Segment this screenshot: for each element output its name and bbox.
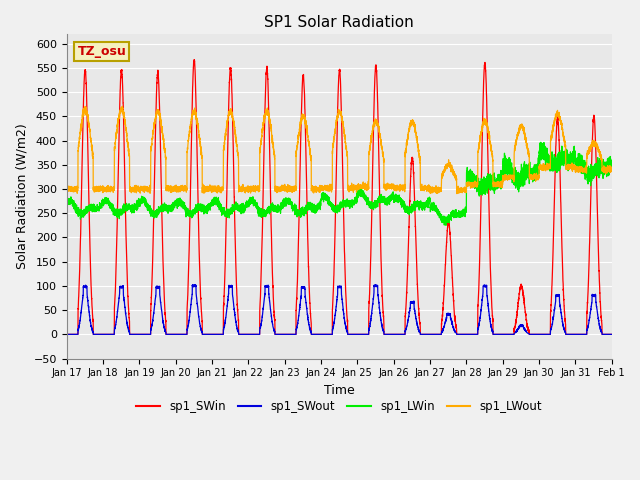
- X-axis label: Time: Time: [324, 384, 355, 397]
- sp1_LWin: [477, 180, 484, 186]
- sp1_SWout: [585, 320, 593, 326]
- sp1_SWout: [248, 332, 256, 337]
- sp1_LWout: [608, 168, 616, 174]
- sp1_LWout: [453, 191, 461, 196]
- sp1_LWout: [63, 189, 70, 194]
- sp1_SWin: [579, 332, 586, 337]
- sp1_SWin: [321, 332, 328, 337]
- Title: SP1 Solar Radiation: SP1 Solar Radiation: [264, 15, 414, 30]
- sp1_SWin: [585, 268, 593, 274]
- sp1_SWout: [321, 332, 328, 337]
- sp1_LWout: [248, 185, 256, 191]
- sp1_SWin: [248, 332, 256, 337]
- sp1_SWout: [191, 282, 199, 288]
- sp1_SWout: [63, 332, 70, 337]
- sp1_LWout: [477, 132, 484, 138]
- sp1_LWin: [579, 165, 586, 171]
- sp1_SWout: [461, 332, 469, 337]
- Line: sp1_SWout: sp1_SWout: [67, 285, 612, 335]
- sp1_LWin: [442, 222, 450, 228]
- sp1_LWin: [461, 209, 469, 215]
- sp1_LWout: [461, 189, 469, 195]
- sp1_LWout: [321, 186, 328, 192]
- Line: sp1_SWin: sp1_SWin: [67, 60, 612, 335]
- sp1_LWin: [608, 166, 616, 172]
- Legend: sp1_SWin, sp1_SWout, sp1_LWin, sp1_LWout: sp1_SWin, sp1_SWout, sp1_LWin, sp1_LWout: [131, 395, 547, 418]
- sp1_SWin: [461, 332, 469, 337]
- sp1_SWout: [579, 332, 586, 337]
- sp1_LWin: [537, 139, 545, 145]
- sp1_SWin: [190, 57, 198, 62]
- Line: sp1_LWout: sp1_LWout: [67, 106, 612, 193]
- sp1_LWout: [579, 166, 586, 171]
- sp1_SWin: [63, 332, 70, 337]
- sp1_LWout: [118, 103, 126, 109]
- sp1_SWin: [608, 332, 616, 337]
- Y-axis label: Solar Radiation (W/m2): Solar Radiation (W/m2): [15, 123, 28, 269]
- sp1_SWout: [477, 312, 484, 318]
- Text: TZ_osu: TZ_osu: [77, 45, 126, 58]
- sp1_LWin: [585, 173, 593, 179]
- sp1_LWin: [63, 204, 70, 209]
- sp1_LWout: [585, 147, 593, 153]
- sp1_SWin: [477, 222, 484, 228]
- sp1_LWin: [321, 193, 328, 199]
- Line: sp1_LWin: sp1_LWin: [67, 142, 612, 225]
- sp1_SWout: [608, 332, 616, 337]
- sp1_LWin: [248, 200, 255, 205]
